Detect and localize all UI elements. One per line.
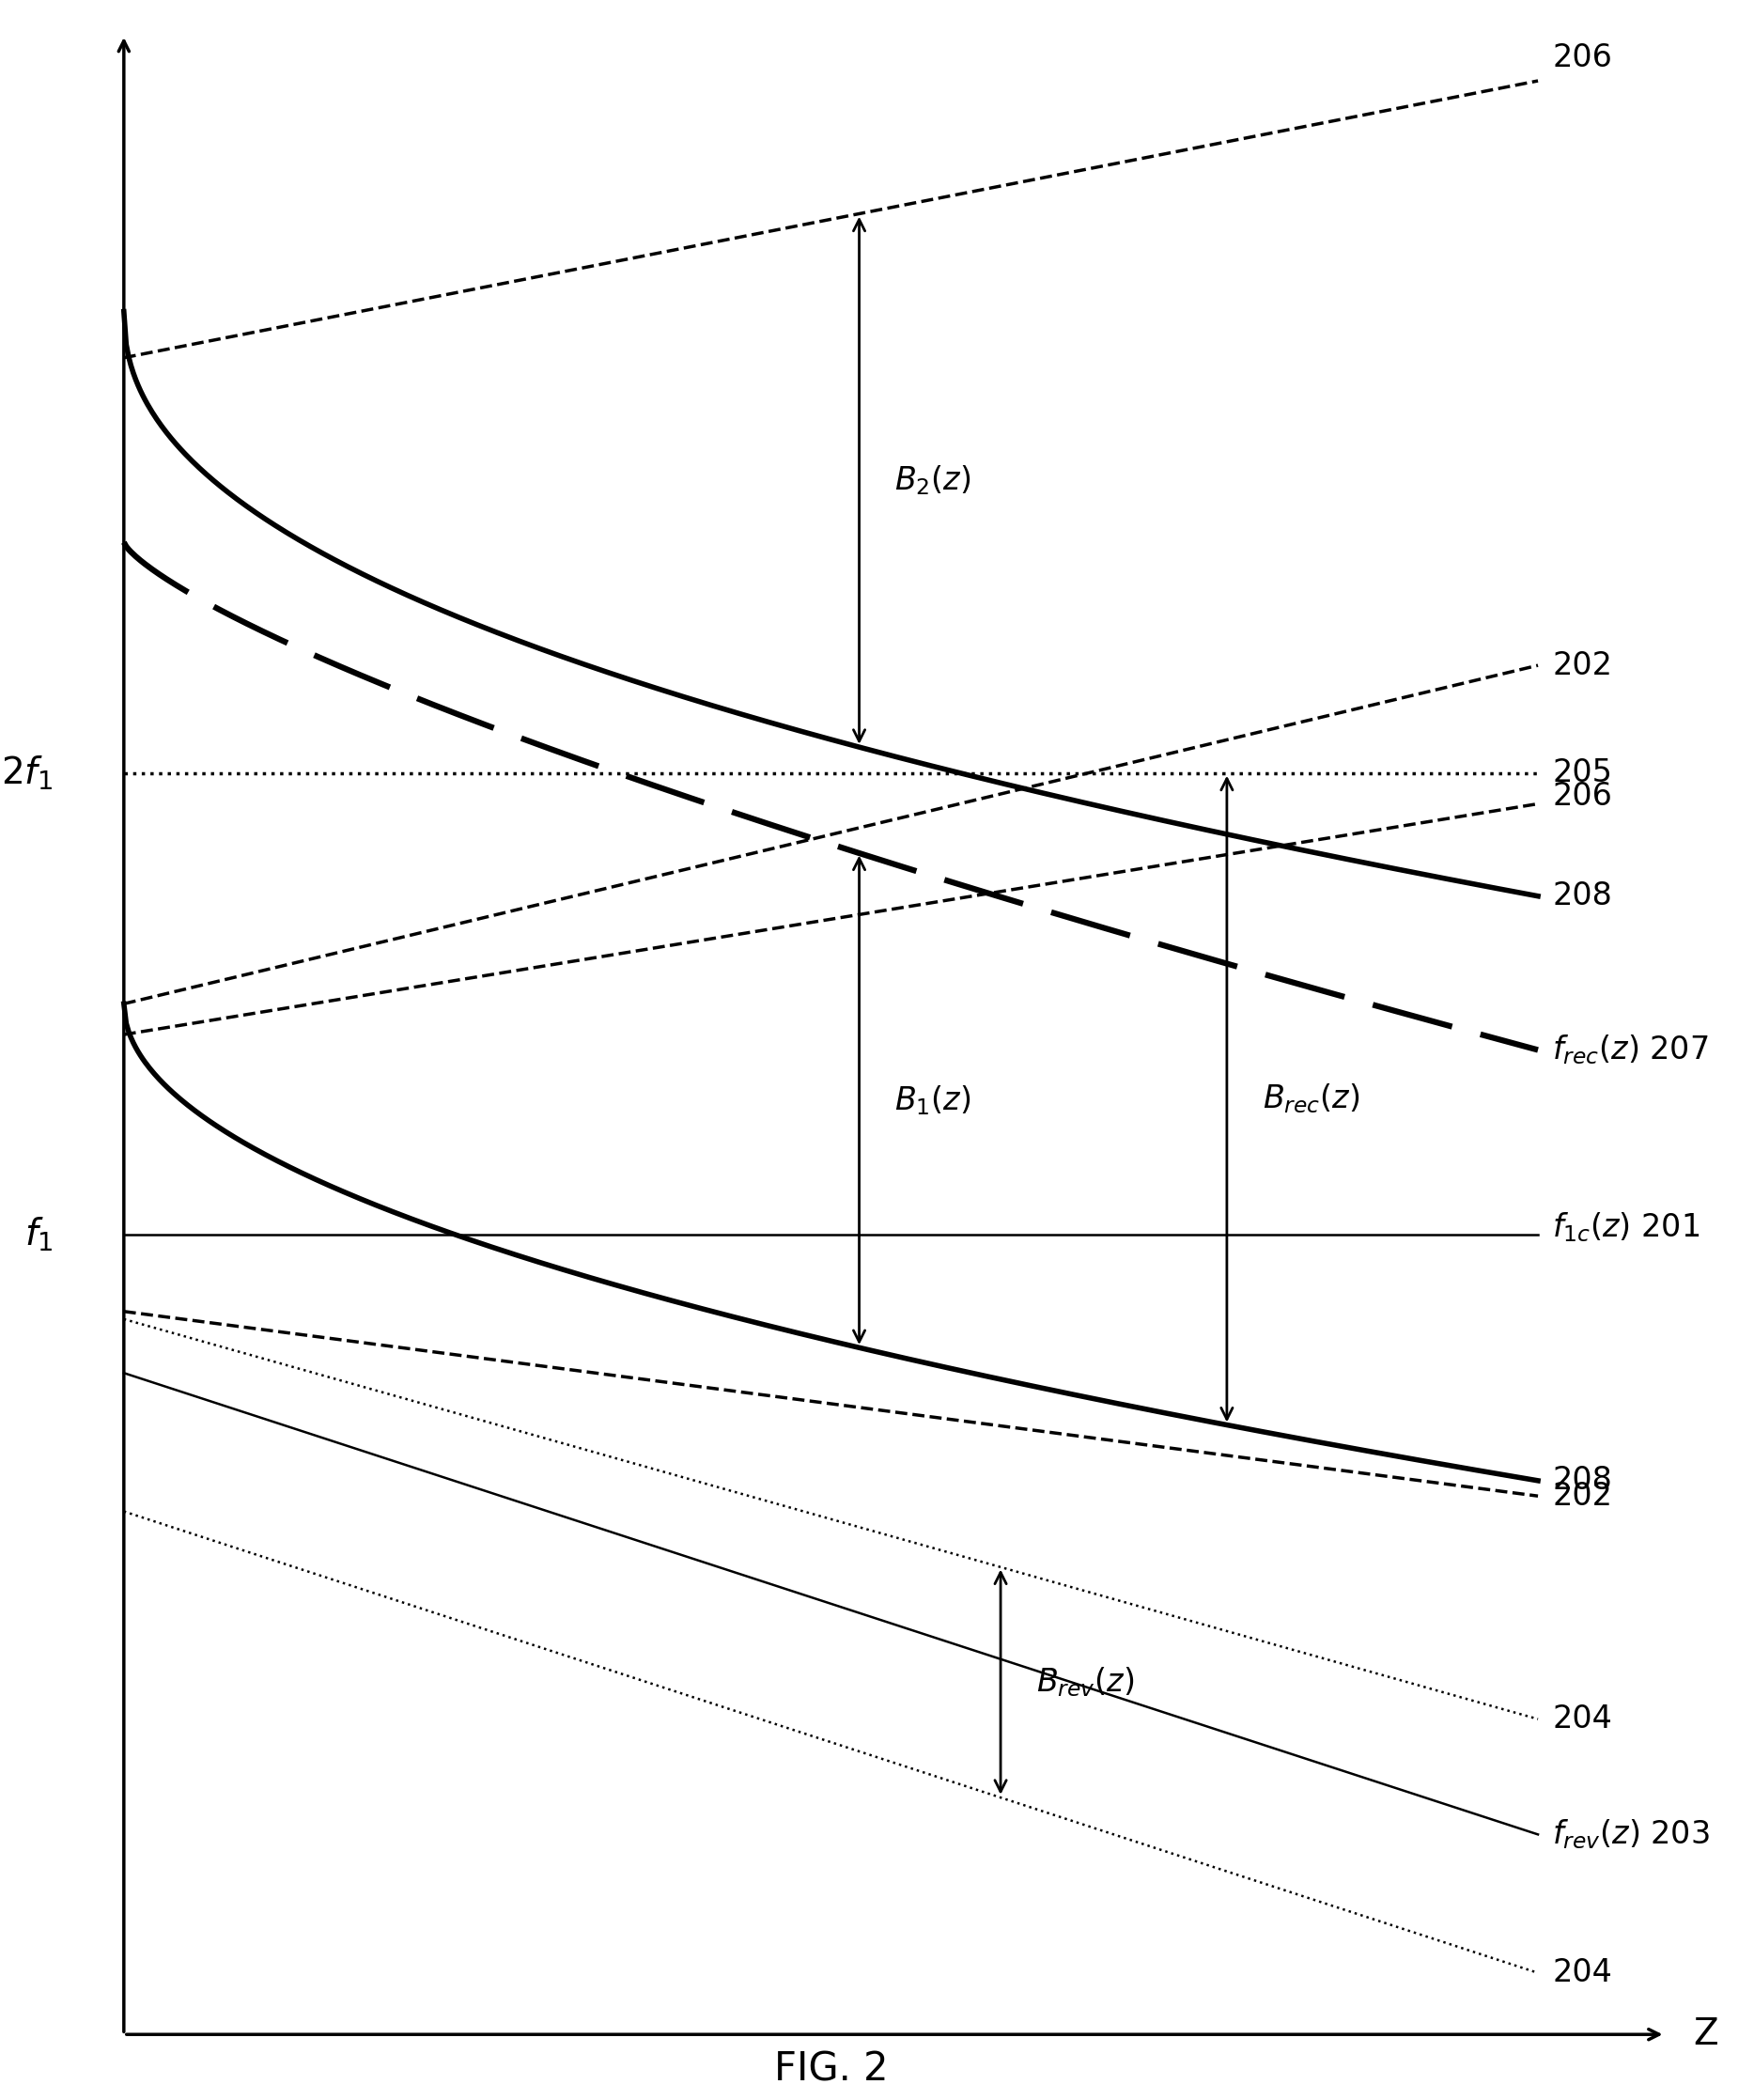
- Text: 205: 205: [1552, 758, 1612, 790]
- Text: $B_1(z)$: $B_1(z)$: [895, 1084, 972, 1117]
- Text: $B_2(z)$: $B_2(z)$: [895, 464, 972, 498]
- Text: $B_{rev}(z)$: $B_{rev}(z)$: [1037, 1665, 1135, 1699]
- Text: $f_{rec}(z)$ 207: $f_{rec}(z)$ 207: [1552, 1033, 1708, 1067]
- Text: 208: 208: [1552, 1466, 1612, 1495]
- Text: $B_{rec}(z)$: $B_{rec}(z)$: [1263, 1082, 1359, 1115]
- Text: $f_1$: $f_1$: [25, 1216, 53, 1254]
- Text: 202: 202: [1552, 649, 1612, 680]
- Text: 206: 206: [1552, 42, 1612, 74]
- Text: 206: 206: [1552, 781, 1612, 811]
- Text: 204: 204: [1552, 1703, 1612, 1735]
- Text: $f_{rev}(z)$ 203: $f_{rev}(z)$ 203: [1552, 1819, 1710, 1852]
- Text: $f_{1c}(z)$ 201: $f_{1c}(z)$ 201: [1552, 1210, 1700, 1243]
- Text: 204: 204: [1552, 1957, 1612, 1989]
- Text: Z: Z: [1694, 2016, 1719, 2052]
- Text: $2f_1$: $2f_1$: [2, 754, 53, 792]
- Text: FIG. 2: FIG. 2: [774, 2050, 888, 2090]
- Text: 208: 208: [1552, 880, 1612, 911]
- Text: 202: 202: [1552, 1480, 1612, 1512]
